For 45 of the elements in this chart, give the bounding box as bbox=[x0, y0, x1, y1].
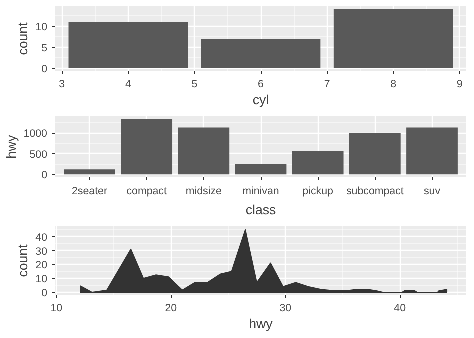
y-tick-label: 500 bbox=[30, 148, 48, 161]
x-tick-label: 20 bbox=[165, 302, 178, 314]
x-tick-label: 40 bbox=[394, 302, 406, 314]
x-tick-label: minivan bbox=[242, 186, 280, 198]
y-tick-label: 0 bbox=[42, 287, 48, 300]
bar bbox=[349, 134, 401, 175]
x-tick-label: compact bbox=[126, 186, 168, 198]
x-tick-label: 5 bbox=[192, 78, 198, 90]
x-tick-label: 4 bbox=[125, 78, 132, 90]
x-tick-label: subcompact bbox=[346, 186, 404, 198]
x-axis-title: hwy bbox=[249, 316, 274, 332]
x-tick-label: pickup bbox=[302, 186, 334, 198]
x-tick-label: suv bbox=[424, 186, 442, 198]
bar bbox=[201, 39, 321, 69]
x-axis-title: cyl bbox=[252, 92, 270, 108]
bar bbox=[121, 119, 173, 175]
x-tick-label: 30 bbox=[280, 302, 292, 314]
y-tick-label: 20 bbox=[36, 260, 48, 272]
x-tick-label: 10 bbox=[50, 302, 63, 314]
y-tick-label: 40 bbox=[36, 232, 48, 244]
bar bbox=[68, 22, 188, 69]
x-tick-label: 2seater bbox=[72, 186, 108, 198]
y-tick-label: 0 bbox=[42, 64, 48, 76]
bar bbox=[178, 128, 230, 175]
x-tick-label: 8 bbox=[390, 78, 397, 90]
x-tick-label: midsize bbox=[186, 186, 222, 198]
y-tick-label: 1000 bbox=[24, 128, 48, 140]
y-axis-title: hwy bbox=[4, 134, 19, 159]
bar bbox=[334, 9, 454, 69]
y-axis-title: count bbox=[16, 22, 31, 56]
y-tick-label: 10 bbox=[36, 274, 48, 286]
bar bbox=[235, 164, 287, 175]
x-tick-label: 9 bbox=[456, 78, 463, 90]
y-axis-title: count bbox=[16, 244, 31, 278]
bar bbox=[64, 170, 116, 175]
x-axis-title: class bbox=[246, 202, 277, 218]
y-tick-label: 30 bbox=[36, 246, 48, 258]
y-tick-label: 5 bbox=[42, 42, 48, 54]
x-tick-label: 3 bbox=[59, 78, 66, 90]
x-tick-label: 7 bbox=[324, 78, 330, 90]
bar bbox=[406, 128, 458, 175]
bar bbox=[292, 151, 344, 175]
y-tick-label: 10 bbox=[36, 21, 48, 34]
y-tick-label: 0 bbox=[42, 170, 48, 182]
x-tick-label: 6 bbox=[258, 78, 264, 90]
